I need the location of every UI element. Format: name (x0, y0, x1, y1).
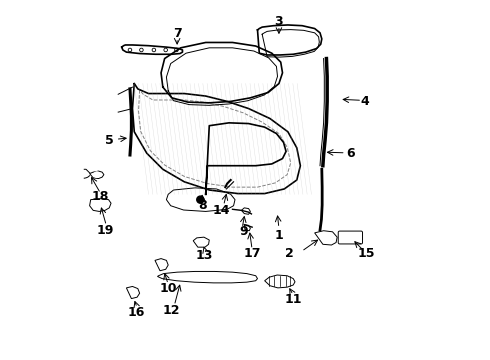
Text: 17: 17 (244, 247, 261, 260)
Text: 18: 18 (92, 190, 109, 203)
Text: 1: 1 (274, 229, 283, 242)
Text: 16: 16 (127, 306, 145, 319)
Text: 12: 12 (163, 304, 180, 317)
Polygon shape (315, 231, 337, 245)
Text: 8: 8 (198, 198, 206, 212)
Polygon shape (242, 208, 250, 214)
Polygon shape (155, 258, 168, 271)
Text: 6: 6 (346, 147, 355, 160)
Circle shape (197, 196, 204, 203)
Polygon shape (90, 171, 104, 179)
Polygon shape (245, 225, 250, 231)
Circle shape (323, 235, 329, 241)
Circle shape (159, 262, 164, 267)
Circle shape (94, 172, 99, 177)
Text: 19: 19 (97, 224, 114, 237)
Polygon shape (126, 287, 140, 298)
Text: 7: 7 (173, 27, 181, 40)
Text: 13: 13 (195, 248, 213, 261)
Text: 9: 9 (239, 225, 247, 238)
Circle shape (193, 192, 208, 207)
Polygon shape (167, 188, 235, 211)
Polygon shape (193, 237, 209, 247)
Text: 3: 3 (274, 14, 283, 27)
Text: 10: 10 (159, 283, 177, 296)
Polygon shape (265, 275, 295, 288)
Polygon shape (90, 199, 111, 211)
Text: 11: 11 (285, 293, 302, 306)
Circle shape (98, 202, 103, 208)
Text: 14: 14 (213, 204, 230, 217)
Text: 4: 4 (360, 95, 369, 108)
Polygon shape (157, 271, 258, 283)
Text: 15: 15 (358, 247, 375, 260)
Text: 5: 5 (105, 134, 114, 147)
FancyBboxPatch shape (338, 231, 363, 244)
Text: 2: 2 (285, 247, 294, 260)
